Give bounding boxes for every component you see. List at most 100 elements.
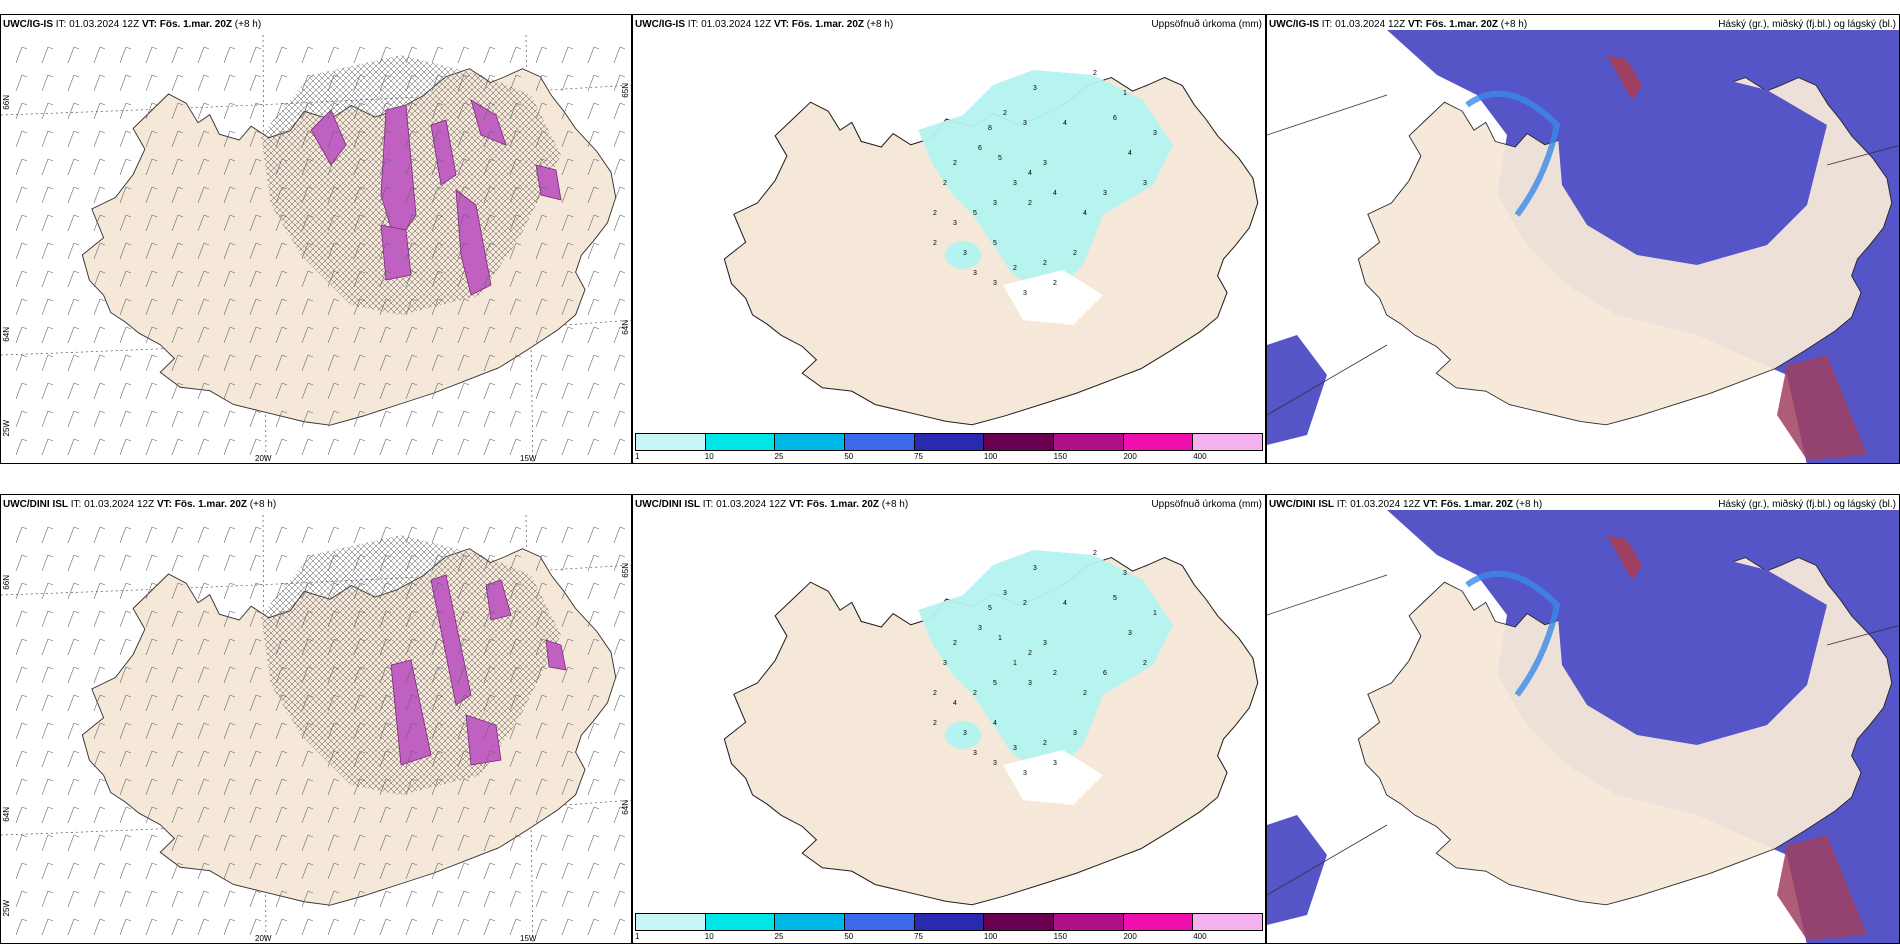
wind-barb xyxy=(249,918,262,936)
wind-barb xyxy=(223,382,236,400)
wind-barb xyxy=(535,74,548,92)
wind-barb xyxy=(41,298,54,316)
wind-barb xyxy=(15,750,28,768)
wind-barb xyxy=(509,382,522,400)
wind-barb xyxy=(223,722,236,740)
precip-value-label: 4 xyxy=(1028,170,1032,177)
wind-barb xyxy=(301,382,314,400)
wind-barb xyxy=(41,666,54,684)
precip-area-small xyxy=(945,241,981,269)
wind-barb xyxy=(93,694,106,712)
wind-barb xyxy=(431,382,444,400)
wind-barb xyxy=(197,918,210,936)
wind-barb xyxy=(483,526,496,544)
wind-barb xyxy=(431,158,444,176)
wind-barb xyxy=(483,270,496,288)
wind-barb xyxy=(587,74,600,92)
wind-barb xyxy=(197,834,210,852)
cloud-title: Háský (gr.), miðský (fj.bl.) og lágský (… xyxy=(1718,499,1896,510)
wind-barb xyxy=(301,554,314,572)
wind-barb xyxy=(119,722,132,740)
wind-barb xyxy=(535,582,548,600)
wind-barb xyxy=(119,186,132,204)
wind-barb xyxy=(561,74,574,92)
wind-barb xyxy=(509,694,522,712)
wind-barb xyxy=(509,610,522,628)
wind-barb xyxy=(275,918,288,936)
colorbar-segment xyxy=(845,434,915,450)
wind-barb xyxy=(301,270,314,288)
wind-barb xyxy=(613,102,626,120)
wind-barb xyxy=(431,582,444,600)
wind-barb xyxy=(67,610,80,628)
wind-barb xyxy=(275,74,288,92)
wind-barb xyxy=(431,722,444,740)
wind-barb xyxy=(41,778,54,796)
wind-barb xyxy=(535,526,548,544)
wind-barb xyxy=(197,582,210,600)
wind-barb xyxy=(301,214,314,232)
precip-value-label: 3 xyxy=(973,750,977,757)
lat-label-right-65n: 65N xyxy=(621,563,630,578)
colorbar-segment xyxy=(914,914,985,930)
wind-barb xyxy=(535,298,548,316)
wind-barb xyxy=(171,778,184,796)
wind-barb xyxy=(587,666,600,684)
wind-barb xyxy=(561,610,574,628)
wind-barb xyxy=(509,834,522,852)
wind-barb xyxy=(509,862,522,880)
wind-barb xyxy=(275,186,288,204)
wind-barb xyxy=(405,722,418,740)
wind-barb xyxy=(613,834,626,852)
wind-barb xyxy=(379,694,392,712)
panel-header: UWC/IG-IS IT: 01.03.2024 12Z VT: Fös. 1.… xyxy=(3,19,262,30)
wind-barb xyxy=(223,526,236,544)
colorbar-label: 10 xyxy=(704,452,714,461)
precip-colorbar xyxy=(635,913,1263,931)
wind-barb xyxy=(223,270,236,288)
wind-barb xyxy=(483,694,496,712)
wind-barb xyxy=(509,918,522,936)
wind-barb xyxy=(405,778,418,796)
precip-value-label: 3 xyxy=(943,660,947,667)
wind-barb xyxy=(249,270,262,288)
precip-value-label: 3 xyxy=(1103,190,1107,197)
wind-barb xyxy=(431,270,444,288)
wind-barb xyxy=(405,326,418,344)
precip-value-label: 3 xyxy=(953,220,957,227)
wind-barb xyxy=(93,862,106,880)
wind-barb xyxy=(275,582,288,600)
wind-barb xyxy=(587,750,600,768)
wind-barb xyxy=(223,46,236,64)
precip-value-label: 2 xyxy=(1053,670,1057,677)
precip-value-label: 3 xyxy=(1033,85,1037,92)
wind-barb xyxy=(509,270,522,288)
map-cloud-row1 xyxy=(1267,30,1899,463)
wind-barb xyxy=(145,582,158,600)
colorbar-label: 75 xyxy=(914,452,924,461)
wind-barb xyxy=(613,130,626,148)
wind-barb xyxy=(535,242,548,260)
precip-value-label: 3 xyxy=(963,250,967,257)
wind-barb xyxy=(249,46,262,64)
wind-barb xyxy=(41,74,54,92)
wind-barb xyxy=(587,410,600,428)
wind-barb xyxy=(587,186,600,204)
wind-barb xyxy=(275,610,288,628)
snow-streak xyxy=(310,109,347,166)
wind-barb xyxy=(67,158,80,176)
wind-barb xyxy=(483,326,496,344)
wind-barb xyxy=(171,526,184,544)
wind-barb xyxy=(301,130,314,148)
wind-barb xyxy=(171,382,184,400)
wind-barb xyxy=(171,918,184,936)
precip-value-label: 2 xyxy=(1073,250,1077,257)
panel-header: UWC/IG-IS IT: 01.03.2024 12Z VT: Fös. 1.… xyxy=(635,19,894,30)
wind-barb xyxy=(613,582,626,600)
wind-barb xyxy=(587,862,600,880)
wind-barb xyxy=(431,918,444,936)
wind-barb xyxy=(613,554,626,572)
wind-barb xyxy=(119,750,132,768)
wind-barb xyxy=(301,582,314,600)
wind-barb xyxy=(223,778,236,796)
